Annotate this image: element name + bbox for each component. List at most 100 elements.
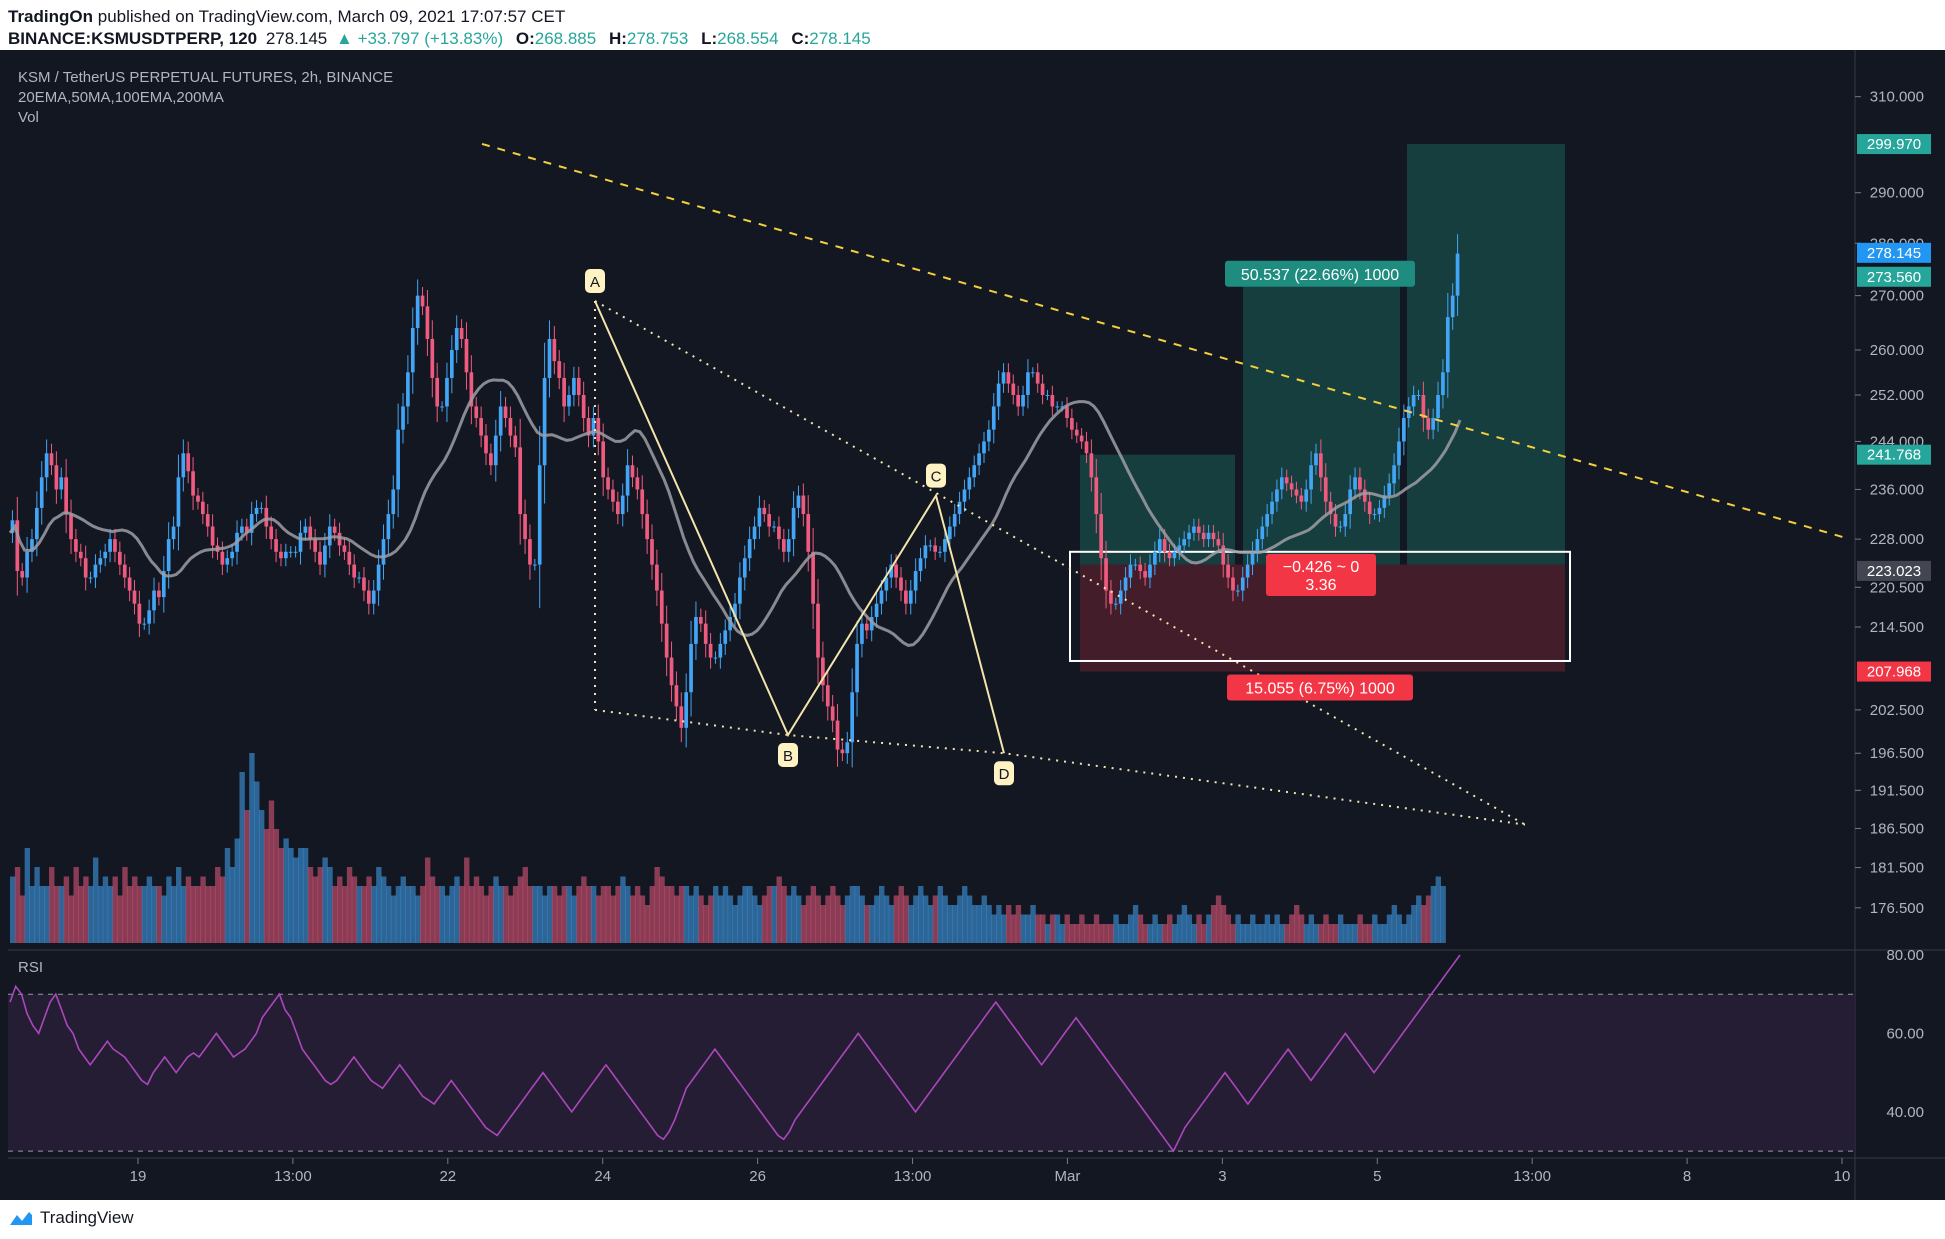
candle-body [449,349,454,378]
candle-body [567,394,571,407]
candle-body [240,526,244,533]
candle-body [552,338,557,362]
ratio-label-box[interactable] [1266,554,1376,597]
candle-body [596,418,601,442]
candle-body [655,564,659,591]
pattern-point-badge[interactable] [778,743,798,768]
candle-body [923,545,928,559]
volume-bar [981,895,987,943]
volume-bar [488,886,494,943]
volume-bar [551,886,558,943]
volume-bar [395,886,402,943]
candle-body [1397,441,1401,466]
volume-bar [258,810,265,943]
tradingview-logo[interactable]: TradingView [8,1208,134,1228]
candle-body [1255,539,1260,552]
volume-bar [439,886,446,943]
volume-bar [893,895,900,943]
candle-body [1294,489,1299,496]
candle-body [1431,418,1435,430]
legend-indicators[interactable]: 20EMA,50MA,100EMA,200MA [18,89,224,106]
candle-body [1113,603,1118,605]
moving-average-line[interactable] [8,378,1462,647]
candle-body [698,616,703,624]
close-number: 278.145 [809,29,871,48]
target-zone-3[interactable] [1407,144,1565,565]
candle-body [811,551,815,604]
volume-bar [1240,924,1246,943]
candle-body [801,495,806,515]
pattern-point-badge[interactable] [994,761,1014,786]
candle-body [244,526,249,533]
candle-body [918,558,923,572]
candle-body [308,526,313,540]
target-label-box[interactable] [1225,260,1415,287]
volume-bar [1059,924,1066,943]
volume-bar [341,886,348,943]
volume-bar [1391,905,1398,943]
abcd-pattern-line[interactable] [594,300,1005,754]
candle-body [1279,477,1284,490]
volume-bar [1401,924,1407,943]
candle-body [733,603,737,617]
pattern-point-badge[interactable] [926,463,946,488]
time-tick-label: 13:00 [274,1168,312,1185]
low-number: 268.554 [717,29,779,48]
candle-body [1060,406,1064,408]
rsi-band-fill [8,994,1855,1152]
pattern-point-badge[interactable] [585,268,605,293]
candle-body [1240,577,1245,591]
volume-bar [1264,914,1271,943]
volume-bar [1269,924,1275,943]
volume-bar [986,905,992,943]
candle-body [142,623,147,625]
legend-title[interactable]: KSM / TetherUS PERPETUAL FUTURES, 2h, BI… [18,69,393,86]
candle-body [64,477,68,515]
volume-bar [1152,914,1158,943]
change-value: ▲ +33.797 (+13.83%) [336,29,504,48]
volume-bar [561,886,568,943]
volume-bar [337,876,343,943]
volume-bar [1259,924,1266,943]
volume-bar [317,867,323,943]
target-zone-2[interactable] [1243,276,1400,565]
resistance-trendline[interactable] [481,142,1851,541]
candle-body [1353,477,1357,490]
candle-body [806,514,811,552]
volume-bar [161,895,167,943]
pattern-point-label: A [590,274,600,291]
open-value: O:268.885 [516,29,600,48]
candle-body [503,406,508,419]
candle-body [840,749,845,754]
candle-body [523,514,527,540]
volume-bar [298,848,304,943]
stop-label-box[interactable] [1227,674,1413,701]
volume-bar [405,886,411,943]
volume-bar [468,886,475,943]
candle-body [284,551,288,559]
volume-bar [1396,914,1402,943]
candle-body [855,643,859,693]
candle-body [821,657,825,686]
volume-bar [1357,914,1363,943]
legend-rsi[interactable]: RSI [18,959,43,976]
chart-canvas[interactable]: A B C D 50.537 (22.66%) 1000 15.055 (6.75%) 1… [0,50,1945,1200]
volume-bar [908,905,914,943]
range-box[interactable] [1069,550,1571,662]
target-zone-1[interactable] [1080,454,1235,565]
volume-bar [1215,895,1222,943]
legend-volume[interactable]: Vol [18,109,39,126]
symbol-label: BINANCE:KSMUSDTPERP, 120 [8,29,258,48]
candle-body [1172,551,1177,559]
wedge-upper-line[interactable] [594,300,1526,826]
publisher-name[interactable]: TradingOn [8,7,93,26]
candle-body [869,616,874,631]
candles-layer [10,234,1460,768]
rsi-line[interactable] [9,954,1461,1153]
volume-bar [605,886,612,943]
volume-bar [141,886,148,943]
candle-body [532,564,537,566]
candle-body [830,706,835,721]
volume-bar [151,886,157,943]
wedge-lower-line[interactable] [594,708,1526,826]
